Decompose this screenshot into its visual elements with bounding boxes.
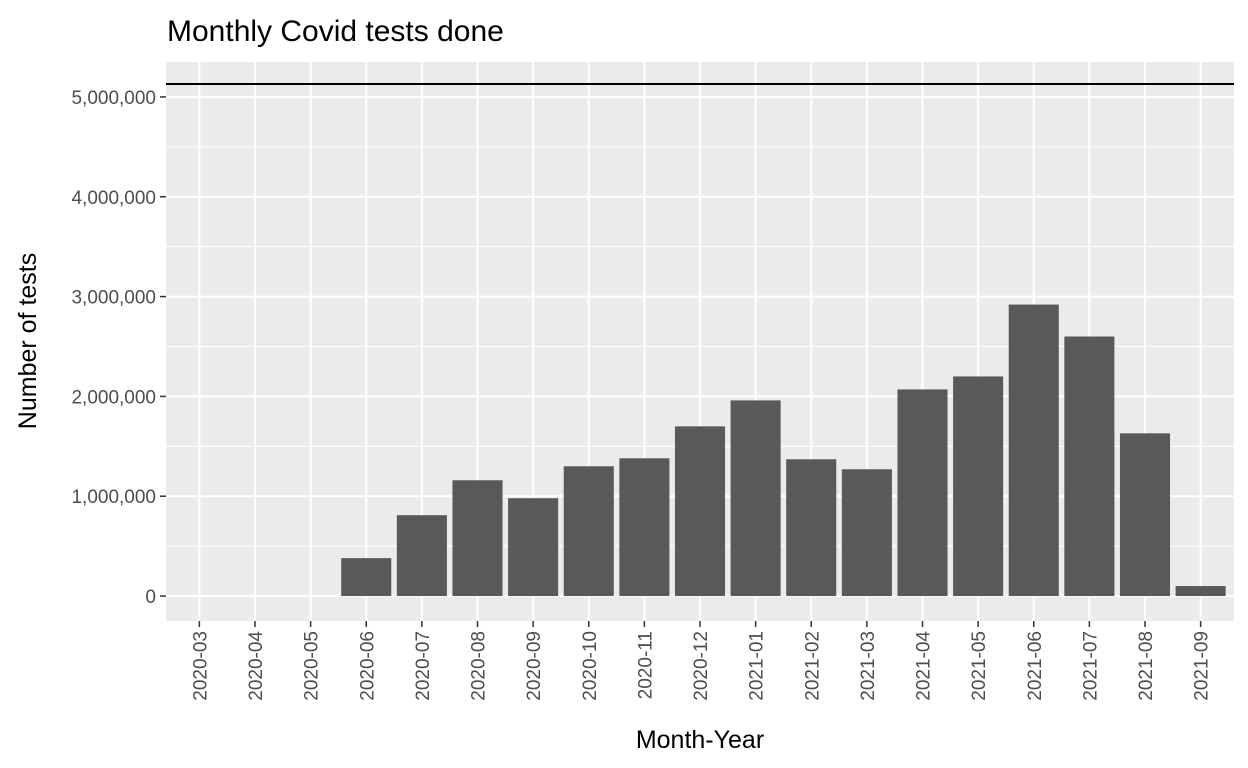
x-tick-label: 2021-02	[802, 631, 823, 701]
x-tick-label: 2020-07	[413, 631, 434, 701]
bar-2021-07	[1064, 336, 1115, 597]
x-tick-label: 2021-03	[858, 631, 879, 701]
x-tick-label: 2021-07	[1080, 631, 1101, 701]
y-axis: 0 1,000,000 2,000,000 3,000,000 4,000,000 5,0…	[71, 88, 166, 608]
y-tick-label: 5,000,000	[71, 88, 156, 109]
x-tick-label: 2021-05	[969, 631, 990, 701]
x-tick-label: 2020-04	[246, 631, 267, 701]
chart-title: Monthly Covid tests done	[167, 15, 504, 48]
y-tick-label: 0	[145, 587, 156, 608]
bar-2021-04	[897, 389, 948, 597]
x-tick-label: 2020-10	[580, 631, 601, 701]
bar-2020-11	[619, 458, 670, 597]
bar-2021-05	[953, 376, 1004, 597]
bar-2021-02	[786, 459, 837, 597]
y-tick-label: 3,000,000	[71, 288, 156, 309]
x-tick-label: 2020-06	[357, 631, 378, 701]
bar-2021-09	[1175, 586, 1226, 597]
y-tick-label: 1,000,000	[71, 487, 156, 508]
x-axis-title: Month-Year	[636, 726, 764, 754]
bar-2021-08	[1119, 433, 1171, 597]
bar-2021-03	[841, 469, 892, 597]
x-tick-label: 2020-08	[469, 631, 490, 701]
x-tick-label: 2021-01	[747, 631, 768, 701]
bar-2021-06	[1008, 304, 1059, 597]
x-tick-label: 2020-03	[190, 631, 211, 701]
bar-2020-06	[341, 558, 392, 597]
x-tick-label: 2020-05	[302, 631, 323, 701]
bar-2020-10	[563, 466, 614, 597]
x-tick-label: 2021-06	[1025, 631, 1046, 701]
bar-2021-01	[730, 400, 781, 597]
bars	[341, 304, 1226, 597]
x-tick-label: 2020-11	[635, 631, 656, 699]
x-tick-label: 2021-08	[1136, 631, 1157, 701]
bar-2020-07	[396, 515, 447, 597]
bar-2020-08	[452, 480, 503, 597]
x-tick-label: 2020-09	[524, 631, 545, 701]
x-axis: 2020-03 2020-04 2020-05 2020-06 2020-07 2020-…	[190, 621, 1213, 701]
x-tick-label: 2020-12	[691, 631, 712, 701]
x-tick-label: 2021-09	[1192, 631, 1213, 701]
x-tick-label: 2021-04	[914, 631, 935, 701]
y-axis-title: Number of tests	[14, 253, 42, 429]
y-tick-label: 2,000,000	[71, 387, 156, 408]
y-tick-label: 4,000,000	[71, 188, 156, 209]
bar-2020-12	[674, 426, 726, 597]
bar-2020-09	[508, 498, 559, 597]
